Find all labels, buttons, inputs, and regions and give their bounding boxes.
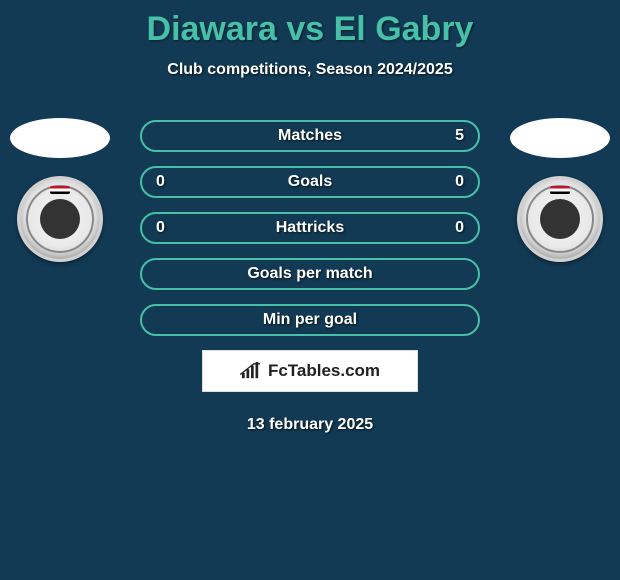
- bar-chart-icon: [240, 362, 262, 380]
- stat-row-matches: Matches 5: [140, 120, 480, 152]
- page-title: Diawara vs El Gabry: [0, 0, 620, 49]
- club-emblem-icon: [540, 199, 580, 239]
- stat-right-value: 0: [455, 173, 464, 191]
- stat-row-min-per-goal: Min per goal: [140, 304, 480, 336]
- flag-stripe-icon: [550, 186, 570, 194]
- player-right-column: [500, 118, 620, 262]
- stat-left-value: 0: [156, 173, 165, 191]
- player-left-silhouette: [10, 118, 110, 158]
- brand-label: FcTables.com: [268, 361, 380, 381]
- stat-left-value: 0: [156, 219, 165, 237]
- stat-row-hattricks: 0 Hattricks 0: [140, 212, 480, 244]
- comparison-card: Diawara vs El Gabry Club competitions, S…: [0, 0, 620, 580]
- stat-label: Goals per match: [247, 265, 372, 283]
- stat-label: Matches: [278, 127, 342, 145]
- stat-right-value: 0: [455, 219, 464, 237]
- brand-box[interactable]: FcTables.com: [202, 350, 418, 392]
- stat-row-goals: 0 Goals 0: [140, 166, 480, 198]
- stat-label: Min per goal: [263, 311, 357, 329]
- subtitle: Club competitions, Season 2024/2025: [0, 61, 620, 79]
- stat-row-goals-per-match: Goals per match: [140, 258, 480, 290]
- player-right-silhouette: [510, 118, 610, 158]
- stat-right-value: 5: [455, 127, 464, 145]
- stats-panel: Matches 5 0 Goals 0 0 Hattricks 0 Goals …: [140, 120, 480, 434]
- club-emblem-icon: [40, 199, 80, 239]
- flag-stripe-icon: [50, 186, 70, 194]
- club-badge-right: [517, 176, 603, 262]
- player-left-column: [0, 118, 120, 262]
- stat-label: Hattricks: [276, 219, 344, 237]
- date-label: 13 february 2025: [140, 416, 480, 434]
- club-badge-left: [17, 176, 103, 262]
- stat-label: Goals: [288, 173, 332, 191]
